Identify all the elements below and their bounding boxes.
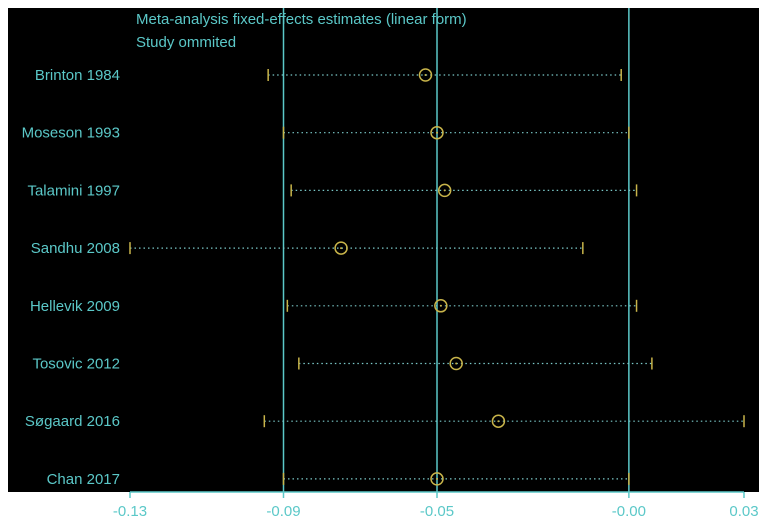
estimate-center-5 [455,362,458,365]
study-label-0: Brinton 1984 [35,67,120,84]
estimate-marker-1 [430,125,444,140]
estimate-center-4 [439,304,442,307]
estimate-center-3 [340,247,343,250]
study-label-3: Sandhu 2008 [31,240,120,257]
x-tick-label-2: -0.05 [420,503,454,520]
x-tick-label-1: -0.09 [266,503,300,520]
x-tick-label-3: -0.00 [612,503,646,520]
x-tick-label-0: -0.13 [113,503,147,520]
estimate-marker-7 [430,472,444,486]
plot-background [8,8,759,492]
study-label-5: Tosovic 2012 [32,356,120,373]
study-label-6: Søgaard 2016 [25,413,120,430]
estimate-center-7 [436,477,438,480]
chart-subtitle: Study ommited [136,34,237,51]
study-label-2: Talamini 1997 [27,182,120,199]
study-label-7: Chan 2017 [47,471,120,488]
estimate-marker-6 [491,414,506,428]
study-label-1: Moseson 1993 [22,125,120,142]
estimate-center-6 [497,420,500,423]
chart-title: Meta-analysis fixed-effects estimates (l… [136,11,467,28]
study-label-4: Hellevik 2009 [30,298,120,315]
estimate-marker-0 [418,68,433,82]
estimate-marker-5 [449,356,463,371]
estimate-marker-2 [437,183,452,198]
x-tick-label-4: 0.03 [729,503,758,520]
estimate-center-1 [436,131,438,134]
estimate-marker-3 [334,241,348,255]
estimate-center-0 [424,74,427,76]
estimate-center-2 [443,189,446,192]
estimate-marker-4 [434,299,448,313]
